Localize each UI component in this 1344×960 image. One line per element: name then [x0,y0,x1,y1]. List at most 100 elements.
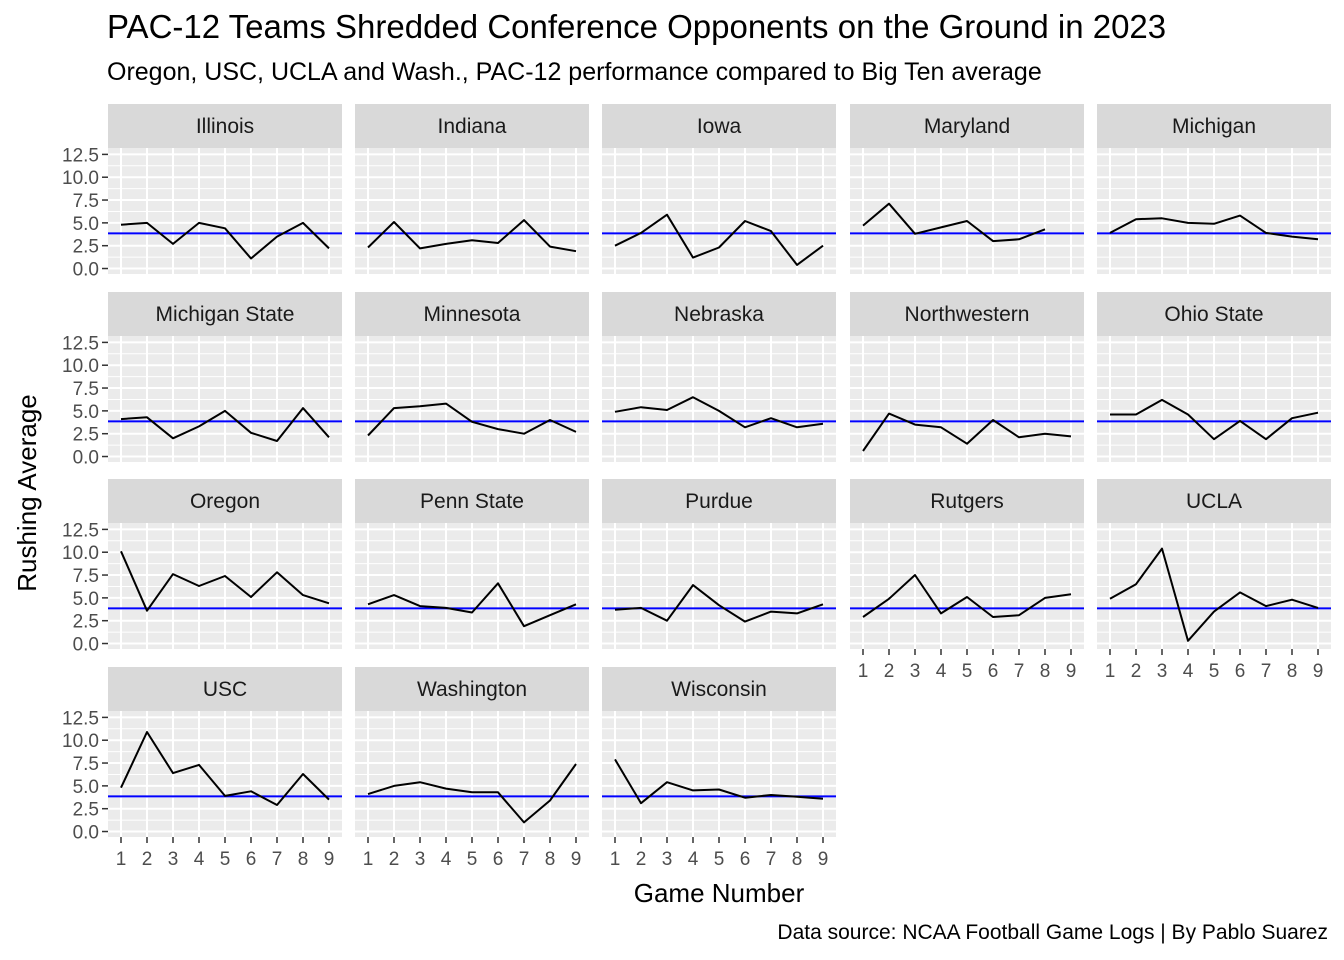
chart-title: PAC-12 Teams Shredded Conference Opponen… [107,8,1167,45]
facet-strip [850,292,1084,336]
series-line [1109,547,1319,642]
x-tick-label: 8 [1040,661,1051,682]
x-tick-label: 6 [493,849,504,870]
y-tick-label: 12.5 [62,520,99,541]
facet-label: Washington [417,678,527,701]
x-tick-label: 3 [662,849,673,870]
facet-strip [602,479,836,523]
y-tick-label: 2.5 [73,800,99,821]
facet-label: Ohio State [1164,303,1263,326]
y-tick-label: 5.0 [73,402,99,423]
y-tick-label: 10.0 [62,543,99,564]
x-tick-label: 5 [220,849,231,870]
x-tick-label: 8 [545,849,556,870]
facet-label: Northwestern [905,303,1030,326]
x-tick-label: 2 [884,661,895,682]
x-tick-label: 7 [1261,661,1272,682]
x-tick-label: 1 [1105,661,1116,682]
x-tick-label: 6 [740,849,751,870]
x-tick-label: 7 [1014,661,1025,682]
x-tick-label: 3 [415,849,426,870]
y-tick-label: 10.0 [62,168,99,189]
y-tick-label: 7.5 [73,754,99,775]
series-line [120,407,330,442]
x-tick-label: 7 [766,849,777,870]
x-tick-label: 8 [298,849,309,870]
facet-label: Michigan [1172,115,1256,138]
x-tick-label: 3 [910,661,921,682]
facet-strip [108,479,342,523]
series-line [367,582,577,628]
facet-label: Indiana [438,115,507,138]
x-tick-label: 4 [441,849,452,870]
facet-label: Iowa [697,115,742,138]
facet-label: Michigan State [156,303,295,326]
facet-strip [355,104,589,148]
series-line [367,219,577,253]
x-tick-label: 7 [519,849,530,870]
series-line [367,763,577,824]
x-tick-label: 1 [116,849,127,870]
y-tick-label: 0.0 [73,260,99,281]
y-tick-label: 7.5 [73,191,99,212]
series-line [614,396,824,429]
x-tick-label: 6 [988,661,999,682]
y-tick-label: 2.5 [73,425,99,446]
facet-strip [355,667,589,711]
facet-label: Illinois [196,115,254,138]
series-line [120,550,330,612]
x-tick-label: 1 [610,849,621,870]
x-tick-label: 9 [571,849,582,870]
y-tick-label: 2.5 [73,612,99,633]
series-line [862,202,1046,243]
facet-strip [850,479,1084,523]
facet-strip [1097,104,1331,148]
x-tick-label: 1 [858,661,869,682]
x-tick-label: 2 [636,849,647,870]
series-line [862,574,1072,618]
facet-label: Oregon [190,490,260,513]
facet-strip [602,292,836,336]
series-line [120,221,330,260]
x-tick-label: 4 [194,849,205,870]
facet-label: Maryland [924,115,1010,138]
series-line [1109,214,1319,241]
facet-label: UCLA [1186,490,1242,513]
y-tick-label: 12.5 [62,145,99,166]
x-tick-label: 4 [936,661,947,682]
y-tick-label: 5.0 [73,214,99,235]
chart-subtitle: Oregon, USC, UCLA and Wash., PAC-12 perf… [107,58,1042,86]
facet-strip [1097,479,1331,523]
x-axis-title: Game Number [634,878,805,908]
facet-strip [355,292,589,336]
x-tick-label: 2 [389,849,400,870]
x-tick-label: 9 [818,849,829,870]
x-tick-label: 4 [688,849,699,870]
y-tick-label: 12.5 [62,708,99,729]
series-line [862,412,1072,452]
y-tick-label: 0.0 [73,823,99,844]
y-tick-label: 2.5 [73,237,99,258]
y-tick-label: 5.0 [73,589,99,610]
series-line [120,731,330,806]
x-tick-label: 5 [1209,661,1220,682]
y-tick-label: 0.0 [73,448,99,469]
x-tick-label: 2 [1131,661,1142,682]
x-tick-label: 8 [792,849,803,870]
x-tick-label: 1 [363,849,374,870]
series-line [367,402,577,437]
facet-label: Penn State [420,490,524,513]
facet-strip [850,104,1084,148]
facet-strip [355,479,589,523]
x-tick-label: 6 [1235,661,1246,682]
facet-strip [602,667,836,711]
facet-label: USC [203,678,247,701]
facet-strip [108,292,342,336]
y-tick-label: 5.0 [73,777,99,798]
x-tick-label: 9 [1066,661,1077,682]
facet-label: Rutgers [930,490,1004,513]
facet-label: Nebraska [674,303,764,326]
series-line [1110,398,1319,441]
x-tick-label: 5 [467,849,478,870]
